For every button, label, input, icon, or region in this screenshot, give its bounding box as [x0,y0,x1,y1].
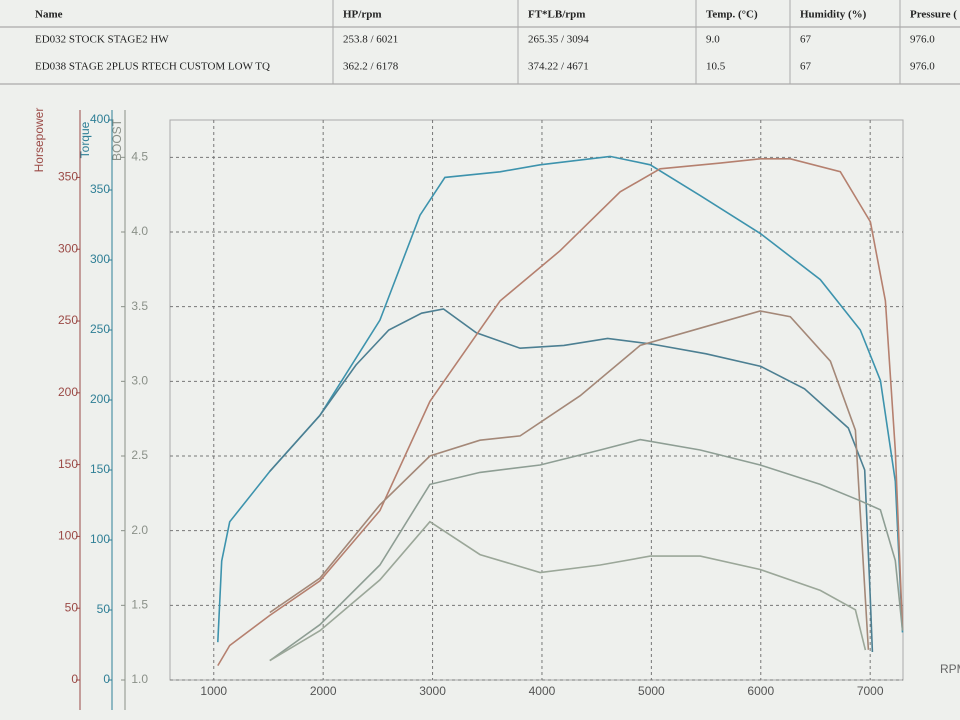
y-tick-label: 2.0 [131,523,148,537]
y-tick-label: 150 [58,457,78,471]
y-tick-label: 1.0 [131,672,148,686]
plot: 1000200030004000500060007000RPM050100150… [32,108,960,710]
table-cell: 67 [800,61,812,73]
table-cell: 374.22 / 4671 [528,61,589,73]
y-tick-label: 350 [90,182,110,196]
x-tick-label: 5000 [638,684,665,698]
y-tick-label: 150 [90,462,110,476]
table-cell: ED032 STOCK STAGE2 HW [35,34,169,46]
y-tick-label: 2.5 [131,448,148,462]
curve [217,158,904,667]
x-tick-label: 3000 [419,684,446,698]
y-tick-label: 400 [90,112,110,126]
x-tick-label: 2000 [310,684,337,698]
x-tick-label: 7000 [857,684,884,698]
y-tick-label: 1.5 [131,598,148,612]
y-tick-label: 3.5 [131,299,148,313]
y-tick-label: 3.0 [131,374,148,388]
x-axis-label: RPM [940,662,960,676]
table-cell: 253.8 / 6021 [343,34,398,46]
y-tick-label: 200 [90,392,110,406]
curve [269,520,867,662]
y-tick-label: 250 [58,313,78,327]
y-tick-label: 4.5 [131,150,148,164]
y-tick-label: 250 [90,322,110,336]
header-cell: Pressure ( [910,9,957,21]
curve [269,308,874,653]
y-tick-label: 0 [71,672,78,686]
table-cell: 976.0 [910,34,935,46]
y-tick-label: 300 [58,241,78,255]
table-cell: ED038 STAGE 2PLUS RTECH CUSTOM LOW TQ [35,61,270,73]
header-cell: Name [35,9,63,21]
y-axis-label: BOOST [110,118,124,161]
table-cell: 976.0 [910,61,935,73]
header-cell: Temp. (°C) [706,9,758,21]
header-cell: Humidity (%) [800,9,867,21]
table-cell: 9.0 [706,34,720,46]
table-cell: 265.35 / 3094 [528,34,589,46]
x-tick-label: 4000 [529,684,556,698]
y-tick-label: 50 [65,600,79,614]
table: Name HP/rpm FT*LB/rpm Temp. (°C) Humidity (%… [35,0,957,84]
y-axis-label: Torque [78,121,92,158]
y-axis-label: Horsepower [32,108,46,173]
y-tick-label: 4.0 [131,224,148,238]
x-tick-label: 1000 [200,684,227,698]
curve [269,310,870,650]
y-tick-label: 0 [103,672,110,686]
y-tick-label: 100 [90,532,110,546]
x-tick-label: 6000 [747,684,774,698]
y-tick-label: 300 [90,252,110,266]
header-cell: FT*LB/rpm [528,9,585,21]
y-tick-label: 350 [58,170,78,184]
table-cell: 10.5 [706,61,726,73]
table-cell: 67 [800,34,812,46]
table-cell: 362.2 / 6178 [343,61,399,73]
curve [269,438,904,662]
y-tick-label: 200 [58,385,78,399]
y-tick-label: 100 [58,529,78,543]
header-cell: HP/rpm [343,9,382,21]
y-tick-label: 50 [97,602,111,616]
